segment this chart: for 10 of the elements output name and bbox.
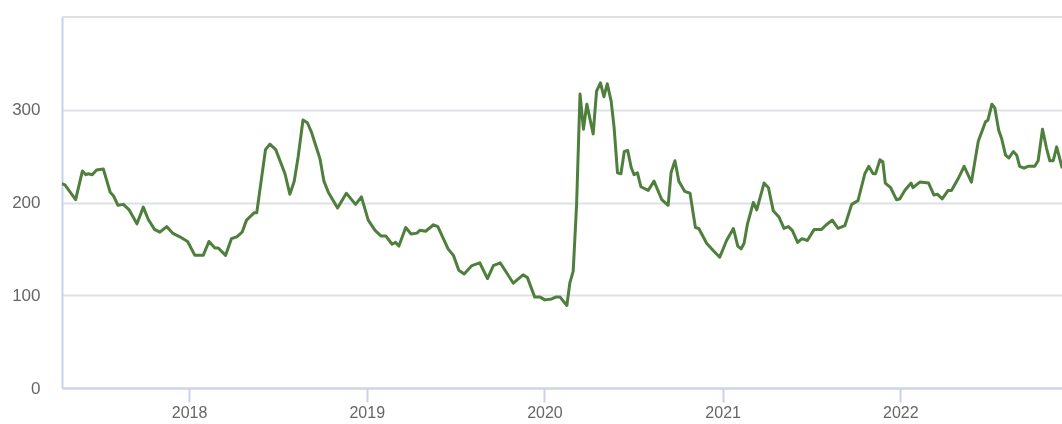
x-tick-label: 2022 (883, 403, 919, 421)
x-tick-label: 2020 (527, 403, 563, 421)
x-tick-label: 2018 (171, 403, 208, 421)
x-tick-label: 2019 (349, 403, 386, 421)
y-tick-label: 200 (12, 193, 41, 212)
y-tick-label: 100 (12, 285, 41, 305)
x-tick-label: 2021 (705, 403, 742, 421)
y-tick-label: 300 (12, 100, 41, 120)
y-tick-label: 0 (31, 378, 41, 398)
line-series (62, 81, 1062, 307)
